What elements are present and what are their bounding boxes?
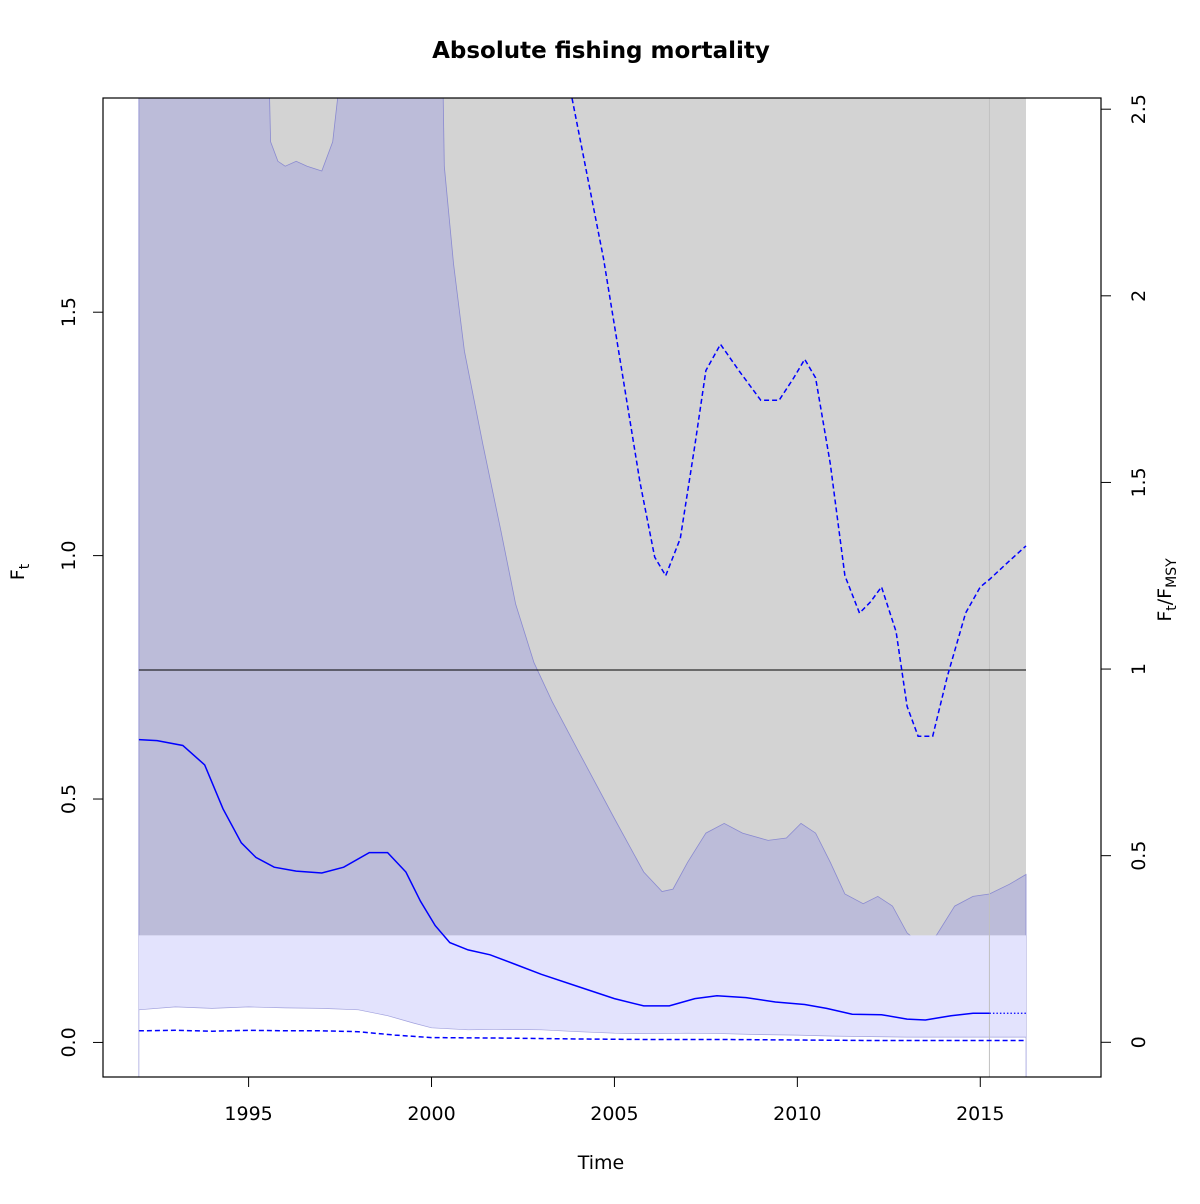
chart-title: Absolute fishing mortality	[432, 38, 770, 64]
y-axis-label-left: Ft	[7, 563, 33, 580]
series-line-0	[138, 738, 990, 1021]
y-axis-label-right-sub1: t	[1164, 605, 1180, 611]
y-axis-left: 0.0 0.5 1.0 1.5	[58, 297, 104, 1058]
x-tick-label: 2015	[956, 1103, 1004, 1125]
series-line-2	[571, 98, 1027, 737]
y-tick-label-left: 1.0	[58, 541, 80, 571]
y-axis-right: 0 0.5 1 1.5 2 2.5	[1100, 94, 1150, 1048]
y-tick-label-right: 0	[1128, 1036, 1150, 1048]
confidence-bands	[138, 98, 1027, 1077]
y-tick-label-left: 0.0	[58, 1027, 80, 1057]
y-axis-label-right-sub2: MSY	[1164, 558, 1180, 588]
f-lower-bound-fill	[138, 1006, 1027, 1077]
y-axis-label-left-sub: t	[17, 563, 33, 569]
y-tick-label-right: 1	[1128, 663, 1150, 675]
x-axis-label: Time	[577, 1152, 625, 1174]
y-tick-label-right: 0.5	[1128, 841, 1150, 871]
series-layer	[138, 98, 1027, 1042]
y-tick-label-right: 2.5	[1128, 94, 1150, 124]
x-tick-label: 2005	[590, 1103, 638, 1125]
series-line-1	[138, 1029, 1026, 1042]
y-axis-label-right-base: F	[1154, 611, 1176, 622]
y-tick-label-left: 1.5	[58, 297, 80, 327]
y-tick-label-left: 0.5	[58, 784, 80, 814]
y-axis-label-left-base: F	[7, 569, 29, 580]
y-axis-label-right-sep: /F	[1154, 588, 1176, 605]
x-tick-label: 2000	[407, 1103, 455, 1125]
y-tick-label-right: 2	[1128, 290, 1150, 302]
x-tick-label: 1995	[224, 1103, 272, 1125]
f-confidence-band	[138, 98, 1027, 1077]
y-tick-label-right: 1.5	[1128, 467, 1150, 497]
x-tick-label: 2010	[773, 1103, 821, 1125]
y-axis-label-right: Ft/FMSY	[1154, 558, 1180, 622]
x-axis: 1995 2000 2005 2010 2015	[224, 1076, 1004, 1125]
